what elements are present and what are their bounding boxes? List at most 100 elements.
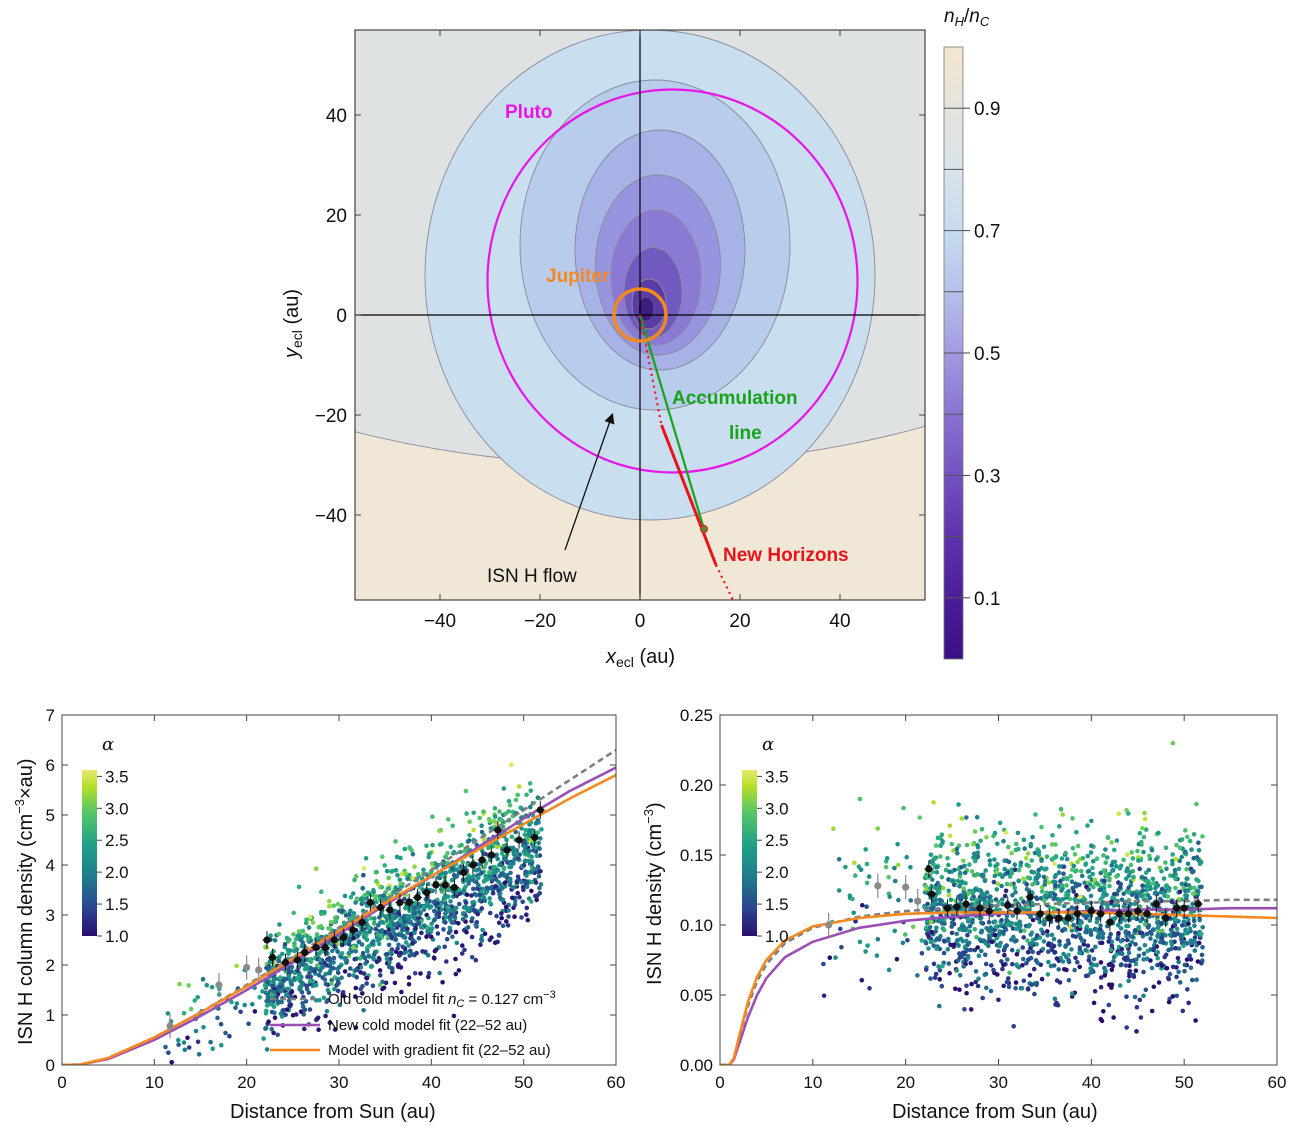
data-point [450,920,455,925]
data-point [827,955,833,960]
data-point [1060,812,1065,817]
binned-point-black [1097,910,1105,918]
data-point [1099,1018,1105,1024]
data-point [332,919,338,925]
data-point [437,970,443,976]
data-point [1089,843,1094,848]
binned-point-black [1173,904,1181,912]
binned-point-black [432,881,440,889]
binned-point-black [1106,918,1114,926]
data-point [1079,873,1085,879]
data-point [519,879,524,885]
data-point [284,1007,290,1012]
data-point [864,904,869,909]
data-point [1163,933,1168,938]
data-point [215,1015,220,1021]
data-point [499,817,504,823]
data-point [1033,812,1038,817]
data-point [1086,868,1092,874]
data-point [467,819,473,824]
data-point [483,890,489,896]
data-point [1180,1008,1186,1014]
data-point [1053,842,1058,847]
data-point [1094,919,1100,925]
data-point [1062,926,1067,932]
data-point [863,949,868,954]
data-point [305,964,310,970]
binned-point-black [1194,900,1202,908]
data-point [1077,923,1083,929]
data-point [1177,980,1183,985]
data-point [1132,901,1138,907]
data-point [1011,1024,1016,1029]
data-point [934,870,940,875]
data-point [1005,957,1010,962]
data-point [1049,932,1055,938]
binned-point-black [962,900,970,908]
data-point [932,975,938,980]
data-point [1155,933,1160,939]
y-tick-label: −40 [315,506,347,527]
binned-point-gray [243,963,251,972]
data-point [1030,834,1035,840]
data-point [480,848,485,854]
data-point [1145,881,1151,887]
data-point [955,850,960,856]
data-point [1140,934,1146,939]
data-point [358,956,363,961]
data-point [1173,945,1178,951]
data-point [1184,876,1189,881]
jupiter-orbit [612,287,668,343]
data-point [524,836,530,842]
data-point [948,897,954,903]
data-point [477,815,483,821]
data-point [505,923,511,928]
data-point [1134,1029,1139,1034]
data-point [445,850,450,856]
data-point [192,998,197,1003]
data-point [260,989,265,994]
data-point [279,999,284,1005]
data-point [1021,935,1026,940]
data-point [446,894,451,899]
data-point [1084,924,1090,929]
data-point [893,878,898,884]
data-point [1086,887,1091,892]
data-point [1083,915,1089,921]
data-point [947,970,952,976]
data-point [1141,957,1146,962]
data-point [975,854,981,859]
data-point [382,863,388,868]
data-point [453,956,458,962]
data-point [1009,920,1014,926]
data-point [339,904,345,909]
data-point [1133,968,1139,973]
data-point [1024,862,1030,868]
data-point [1081,942,1087,947]
data-point [364,975,370,981]
data-point [1189,941,1194,946]
binned-point-gray [902,883,910,891]
data-point [935,918,941,924]
colorbar-tick-label: 0.1 [974,589,1000,610]
data-point [366,953,371,958]
data-point [1025,987,1031,992]
data-point [1198,931,1204,937]
data-point [502,884,508,889]
data-point [1103,847,1108,852]
data-point [265,979,270,985]
data-point [1086,957,1092,963]
data-point [908,864,913,870]
data-point [996,949,1001,954]
data-point [361,971,367,976]
data-point [1056,870,1062,875]
data-point [351,945,356,950]
binned-point-black [330,936,338,944]
data-point [503,904,509,910]
data-point [1071,889,1076,894]
data-point [1179,854,1184,860]
data-point [327,898,332,904]
data-point [165,1011,171,1016]
data-point [1019,986,1025,991]
data-point [994,870,999,875]
